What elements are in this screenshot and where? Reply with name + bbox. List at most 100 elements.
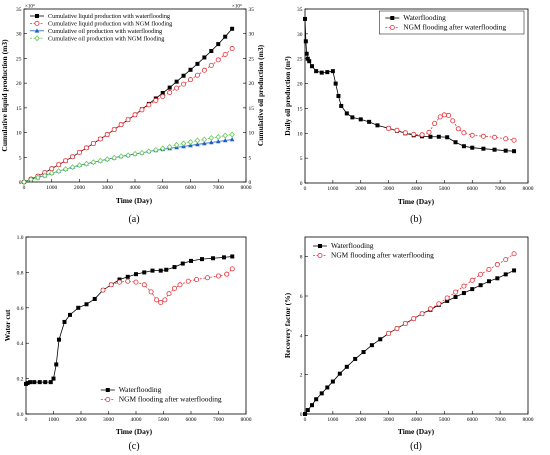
data-point — [411, 316, 417, 322]
data-point — [445, 298, 450, 303]
data-point — [125, 274, 130, 279]
y-tick-label: 8 — [300, 255, 303, 261]
legend-marker — [390, 16, 395, 20]
data-point — [208, 135, 215, 142]
data-point — [181, 81, 187, 87]
x-tick-label: 1000 — [48, 417, 59, 423]
x-tick-label: 1000 — [327, 417, 338, 423]
data-point — [194, 72, 200, 78]
data-point — [455, 126, 461, 132]
data-point — [180, 140, 187, 147]
y-tick-label: 10 — [16, 131, 22, 137]
data-point — [353, 356, 358, 361]
x-axis-label: Time (Day) — [398, 427, 435, 436]
data-point — [164, 267, 169, 272]
legend-marker — [105, 388, 110, 392]
data-point — [224, 271, 230, 277]
data-point — [450, 118, 456, 124]
data-point — [222, 51, 228, 57]
data-point — [339, 103, 344, 108]
data-point — [48, 380, 53, 385]
series-2 — [21, 137, 235, 184]
data-point — [350, 115, 355, 120]
data-point — [142, 270, 147, 275]
data-point — [68, 312, 72, 317]
data-point — [215, 57, 221, 63]
series-1 — [386, 251, 517, 336]
x-tick-label: 2000 — [74, 185, 85, 191]
x-tick-label: 5000 — [157, 185, 168, 191]
data-point — [215, 273, 221, 279]
data-point — [215, 139, 221, 144]
data-point — [469, 132, 475, 138]
x-tick-label: 6000 — [185, 185, 196, 191]
data-point — [25, 381, 30, 386]
data-point — [100, 287, 106, 293]
series-line — [304, 270, 515, 415]
data-point — [486, 266, 492, 272]
y-tick-label: 0.2 — [17, 377, 24, 383]
data-point — [187, 77, 193, 83]
data-point — [97, 157, 104, 164]
y-tick-label: 20 — [16, 81, 22, 87]
legend-marker — [34, 20, 40, 26]
data-point — [125, 117, 131, 123]
series-line — [388, 253, 515, 334]
data-point — [139, 107, 145, 113]
data-point — [319, 391, 324, 396]
data-point — [361, 350, 366, 355]
legend-entry: Waterflooding — [119, 385, 162, 394]
data-point — [97, 136, 103, 142]
data-point — [187, 138, 194, 145]
series-3 — [21, 131, 235, 185]
y-axis-label: Water cut — [3, 309, 12, 341]
data-point — [325, 385, 330, 390]
x-tick-label: 5000 — [158, 417, 169, 423]
data-point — [305, 408, 310, 413]
data-point — [180, 261, 185, 266]
legend-entry: Waterflooding — [331, 241, 374, 250]
chart-panel-c: 0 1000 2000 3000 4000 5000 6000 7000 8000 0.0 0.2 0… — [3, 235, 252, 452]
legend-marker — [34, 28, 40, 33]
y-tick-label: 0.0 — [17, 412, 24, 418]
data-point — [229, 46, 235, 52]
x-tick-label: 0 — [23, 185, 26, 191]
data-point — [386, 330, 392, 336]
data-point — [470, 145, 475, 150]
x-tick-label: 2000 — [355, 186, 366, 192]
x-tick-label: 5000 — [439, 417, 450, 423]
data-point — [446, 112, 452, 118]
data-point — [54, 362, 59, 367]
x-tick-label: 1000 — [327, 186, 338, 192]
data-point — [69, 164, 76, 171]
x-tick-label: 3000 — [102, 185, 113, 191]
x-tick-label: 3000 — [383, 186, 394, 192]
data-point — [77, 149, 83, 155]
x-tick-label: 7000 — [213, 185, 224, 191]
legend-marker — [317, 252, 323, 258]
data-point — [453, 294, 458, 299]
y-tick-label: 0 — [300, 181, 303, 187]
panel-label: (a) — [128, 214, 139, 225]
data-point — [83, 160, 90, 167]
data-point — [21, 179, 27, 185]
legend-box — [379, 10, 525, 35]
y-tick-label: 25 — [297, 57, 303, 63]
data-point — [150, 268, 155, 273]
data-point — [132, 150, 138, 157]
data-point — [134, 272, 138, 277]
data-point — [503, 148, 508, 153]
data-point — [325, 70, 330, 75]
data-point — [314, 69, 319, 74]
data-point — [28, 380, 33, 385]
data-point — [304, 51, 309, 56]
data-point — [229, 131, 235, 138]
data-point — [209, 140, 214, 145]
x-axis-label: Time (Day) — [116, 427, 153, 436]
series-line — [23, 139, 233, 183]
data-point — [153, 97, 159, 103]
data-point — [118, 122, 124, 128]
y-tick-label: 5 — [19, 155, 22, 161]
